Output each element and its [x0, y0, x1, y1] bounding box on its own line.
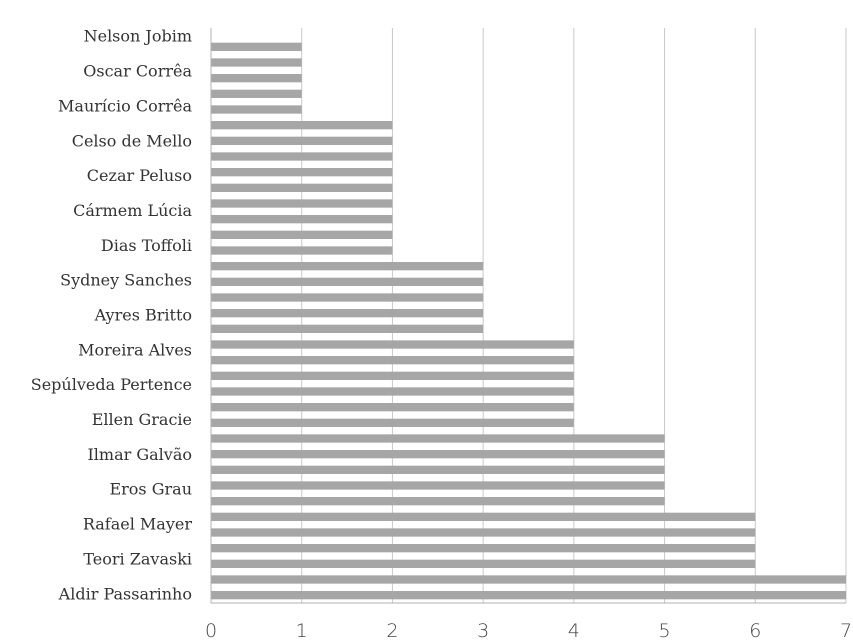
bar	[211, 356, 574, 365]
x-tick-label: 7	[840, 620, 852, 642]
bar	[211, 450, 665, 459]
bar	[211, 121, 393, 130]
bar	[211, 512, 756, 521]
category-label: Cármem Lúcia	[73, 201, 192, 220]
bar	[211, 340, 574, 349]
category-label: Ellen Gracie	[92, 410, 192, 429]
bar	[211, 465, 665, 474]
x-tick-label: 3	[477, 620, 489, 642]
bar	[211, 324, 484, 333]
bar	[211, 591, 846, 600]
bar	[211, 246, 393, 255]
category-label: Oscar Corrêa	[83, 62, 192, 81]
category-label: Maurício Corrêa	[58, 96, 192, 115]
x-tick-labels: 0 1 2 3 4 5 6 7	[205, 620, 852, 642]
category-label: Dias Toffoli	[101, 236, 192, 255]
category-label: Eros Grau	[109, 480, 192, 499]
bar	[211, 168, 393, 177]
bar	[211, 544, 756, 553]
category-labels: Nelson Jobim Oscar Corrêa Maurício Corrêa C…	[31, 27, 193, 604]
x-tick-label: 1	[296, 620, 308, 642]
bar	[211, 293, 484, 302]
bar	[211, 58, 302, 67]
x-tick-label: 0	[205, 620, 217, 642]
bar	[211, 74, 302, 83]
bar	[211, 215, 393, 224]
bar	[211, 371, 574, 380]
bar	[211, 403, 574, 412]
category-label: Rafael Mayer	[83, 515, 193, 534]
category-label: Nelson Jobim	[84, 27, 192, 46]
bar	[211, 559, 756, 568]
bar	[211, 481, 665, 490]
x-tick-label: 4	[568, 620, 580, 642]
bar	[211, 418, 574, 427]
bar	[211, 183, 393, 192]
bar	[211, 152, 393, 161]
bar	[211, 497, 665, 506]
category-label: Ayres Britto	[94, 306, 192, 325]
bars	[211, 42, 846, 600]
category-label: Sepúlveda Pertence	[31, 375, 192, 394]
category-label: Teori Zavaski	[83, 549, 192, 568]
x-tick-label: 2	[386, 620, 398, 642]
category-label: Ilmar Galvão	[87, 445, 192, 464]
bar	[211, 262, 484, 271]
bar	[211, 105, 302, 114]
bar	[211, 89, 302, 98]
bar	[211, 42, 302, 51]
bar	[211, 199, 393, 208]
x-tick-label: 5	[659, 620, 671, 642]
bar	[211, 136, 393, 145]
bar	[211, 277, 484, 286]
bar	[211, 528, 756, 537]
axes	[210, 28, 846, 604]
category-label: Cezar Peluso	[87, 166, 192, 185]
category-label: Moreira Alves	[78, 340, 192, 359]
bar	[211, 434, 665, 443]
x-tick-label: 6	[749, 620, 761, 642]
bar	[211, 387, 574, 396]
category-label: Sydney Sanches	[60, 271, 192, 290]
bar	[211, 309, 484, 318]
bar	[211, 230, 393, 239]
category-label: Aldir Passarinho	[58, 584, 192, 603]
bar	[211, 575, 846, 584]
category-label: Celso de Mello	[72, 131, 192, 150]
